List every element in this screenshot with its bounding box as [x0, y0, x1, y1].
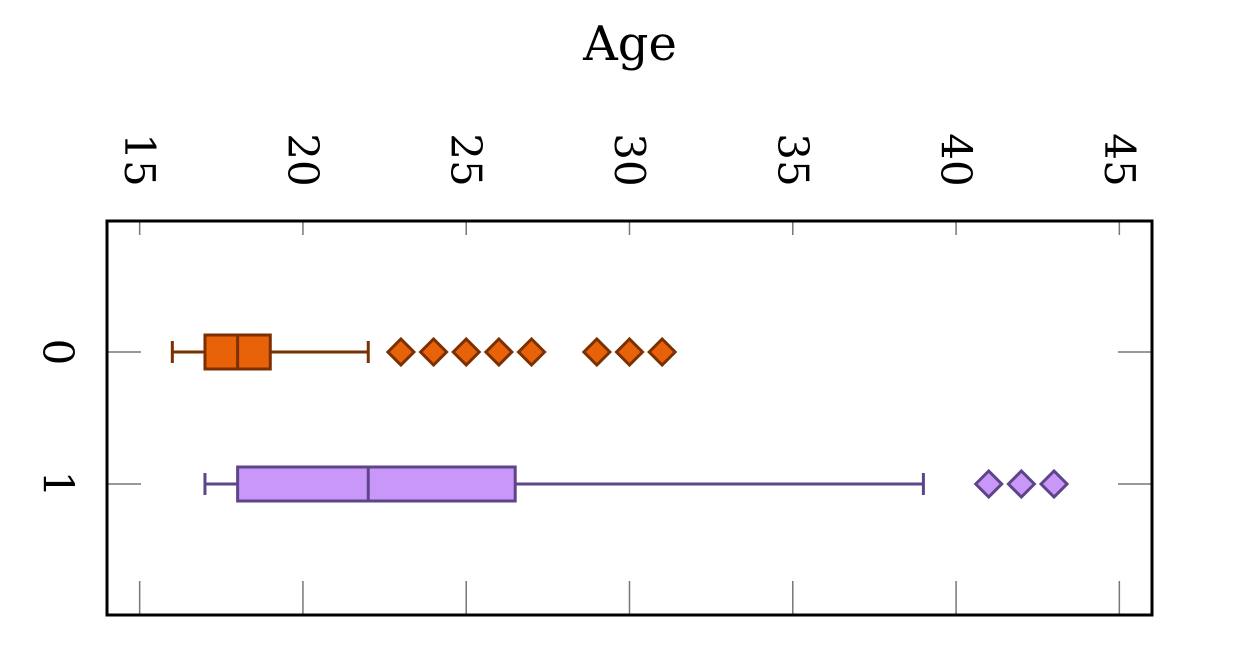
- x-tick-label: 30: [605, 133, 654, 186]
- outlier-point: [1006, 468, 1037, 500]
- x-tick-label: 40: [932, 133, 981, 186]
- x-tick-label: 35: [768, 133, 817, 186]
- chart-title: Age: [582, 16, 677, 72]
- y-tick-label: 1: [34, 471, 83, 498]
- outlier-point: [516, 336, 547, 368]
- x-tick-label: 15: [115, 133, 164, 186]
- outlier-point: [483, 336, 514, 368]
- x-tick-label: 20: [278, 133, 327, 186]
- outlier-point: [581, 336, 612, 368]
- outlier-point: [973, 468, 1004, 500]
- tick-marks: [107, 221, 1152, 615]
- outlier-point: [614, 336, 645, 368]
- plot-frame: [105, 219, 1154, 617]
- x-tick-label: 25: [442, 133, 491, 186]
- iqr-box: [236, 465, 517, 503]
- y-tick-label: 0: [34, 339, 83, 366]
- outlier-point: [1038, 468, 1070, 500]
- outlier-point: [418, 336, 449, 368]
- box-series-0: [170, 333, 678, 371]
- box-series-1: [203, 465, 1070, 503]
- box-series: [170, 333, 1070, 503]
- x-tick-label: 45: [1095, 133, 1144, 186]
- outlier-point: [451, 336, 482, 368]
- outlier-point: [647, 336, 678, 368]
- outlier-point: [385, 336, 417, 368]
- x-tick-labels: 15 20 25 30 35 40 45 0 1: [34, 133, 1144, 497]
